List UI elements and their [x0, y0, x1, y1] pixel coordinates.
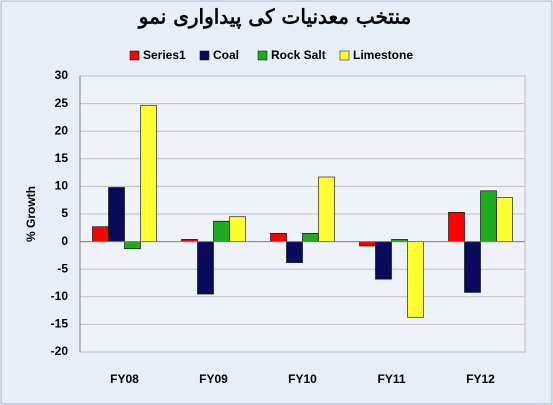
bar: [359, 241, 376, 247]
bar: [480, 190, 497, 242]
bar: [197, 241, 214, 295]
legend-swatch: [199, 50, 210, 61]
bar: [140, 104, 157, 242]
bar: [108, 187, 125, 242]
y-tick-label: 20: [55, 123, 69, 137]
y-tick-label: -5: [57, 261, 68, 275]
y-tick-label: 10: [55, 179, 69, 193]
bar: [92, 226, 109, 242]
legend-label: Rock Salt: [271, 48, 326, 62]
y-axis-label: % Growth: [24, 186, 38, 242]
bar: [318, 176, 335, 242]
legend-swatch: [257, 50, 268, 61]
bar: [448, 212, 465, 242]
chart-title: منتخب معدنیات کی پیداواری نمو: [137, 5, 411, 30]
legend-label: Series1: [143, 48, 186, 62]
x-tick-label: FY09: [199, 372, 228, 386]
y-tick-label: 0: [61, 234, 68, 248]
bar: [124, 241, 141, 250]
x-tick-label: FY12: [466, 372, 495, 386]
legend-label: Coal: [213, 48, 239, 62]
legend-swatch: [129, 50, 140, 61]
bar: [302, 233, 319, 242]
bar: [213, 220, 230, 242]
legend-label: Limestone: [353, 48, 413, 62]
x-tick-label: FY08: [110, 372, 139, 386]
bar: [286, 241, 303, 263]
y-tick-label: 5: [61, 206, 68, 220]
bar: [464, 241, 481, 293]
y-tick-label: 30: [55, 68, 69, 82]
x-tick-label: FY11: [377, 372, 405, 386]
bar: [496, 197, 513, 242]
bar: [407, 241, 424, 318]
y-tick-label: -10: [51, 289, 69, 303]
y-tick-label: -15: [51, 317, 69, 331]
bar: [375, 241, 392, 280]
y-tick-label: -20: [51, 344, 69, 358]
y-tick-label: 15: [55, 151, 69, 165]
x-tick-label: FY10: [288, 372, 317, 386]
y-tick-label: 25: [55, 96, 69, 110]
legend-swatch: [339, 50, 350, 61]
bar: [229, 216, 246, 242]
bar: [270, 233, 287, 242]
